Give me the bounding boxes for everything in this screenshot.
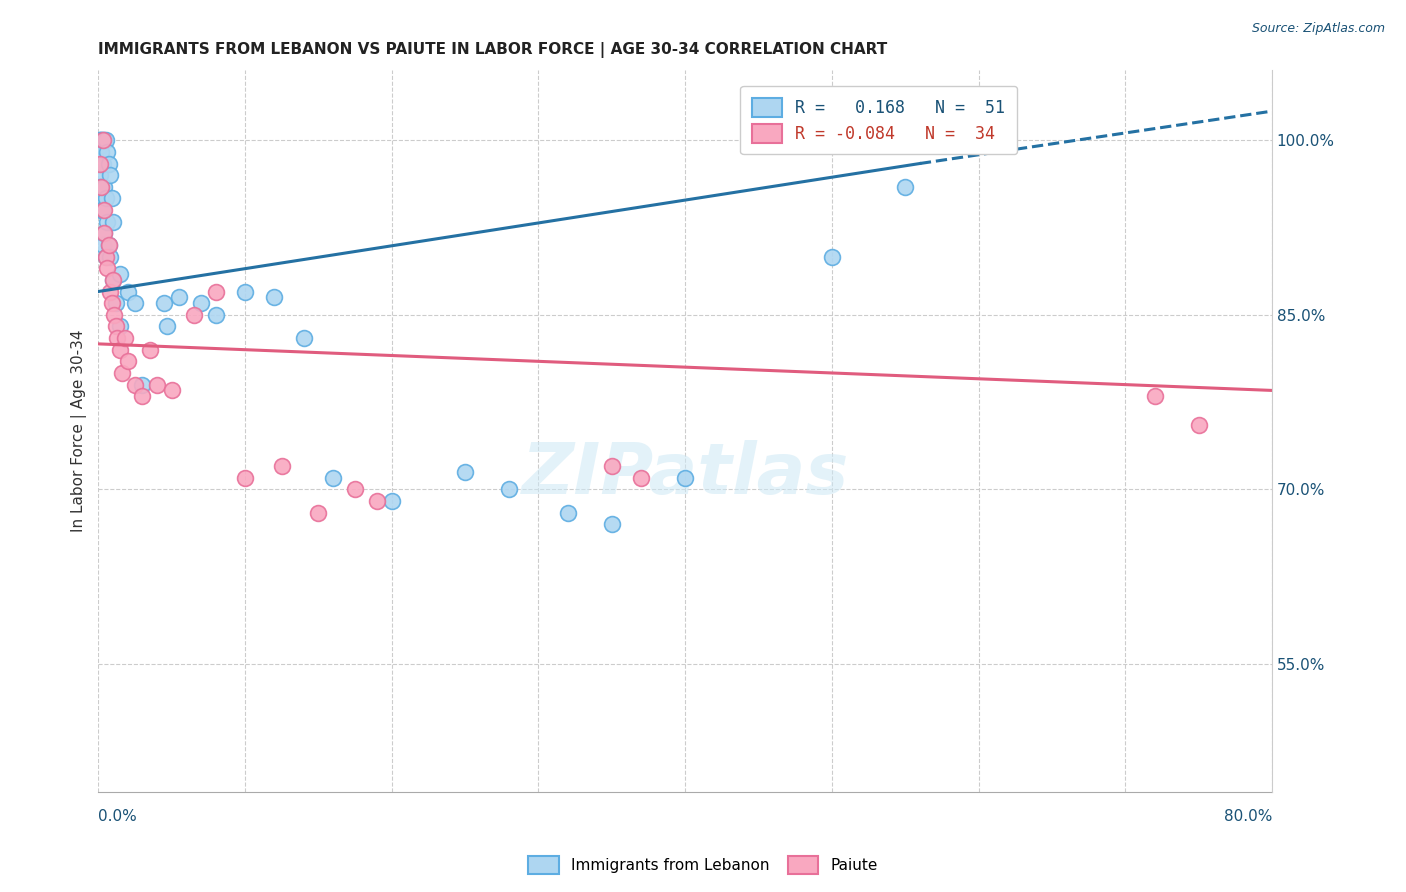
Point (100, 296, 122, 310)
Point (97, 156, 120, 170)
Point (107, 331, 129, 345)
Point (204, 285, 226, 299)
Point (146, 377, 169, 392)
Point (96, 145, 118, 159)
Point (110, 343, 132, 357)
Point (89, 179, 111, 194)
Point (190, 296, 212, 310)
Point (270, 458, 292, 473)
Point (93, 227, 115, 241)
Point (233, 285, 256, 299)
Point (98, 250, 121, 264)
Point (93, 133, 115, 147)
Point (110, 267, 132, 281)
Point (110, 319, 132, 334)
Point (344, 483, 367, 497)
Point (98, 168, 121, 182)
Point (673, 471, 696, 485)
Point (94, 250, 117, 264)
Point (204, 308, 226, 322)
Point (100, 191, 122, 205)
Point (630, 471, 652, 485)
Point (94, 191, 117, 205)
Point (124, 377, 146, 392)
Point (131, 377, 153, 392)
Point (600, 517, 623, 532)
Point (894, 179, 917, 194)
Point (93, 179, 115, 194)
Point (600, 458, 623, 473)
Point (97, 238, 120, 252)
Point (89, 156, 111, 170)
Point (138, 343, 160, 357)
Point (156, 319, 179, 334)
Point (111, 366, 134, 380)
Point (91, 156, 114, 170)
Point (307, 506, 329, 520)
Point (91, 202, 114, 217)
Point (93, 227, 115, 241)
Point (90, 191, 112, 205)
Point (96, 261, 118, 276)
Point (101, 273, 124, 287)
Point (1143, 389, 1166, 403)
Point (89, 133, 111, 147)
Text: 80.0%: 80.0% (1223, 809, 1272, 824)
Point (89, 168, 111, 182)
Point (183, 308, 205, 322)
Point (366, 494, 388, 508)
Point (90, 133, 112, 147)
Point (96, 215, 118, 229)
Point (101, 215, 124, 229)
Point (117, 354, 139, 368)
Point (233, 471, 256, 485)
Point (101, 273, 124, 287)
Point (97, 238, 120, 252)
Point (90, 145, 112, 159)
Text: IMMIGRANTS FROM LEBANON VS PAIUTE IN LABOR FORCE | AGE 30-34 CORRELATION CHART: IMMIGRANTS FROM LEBANON VS PAIUTE IN LAB… (98, 42, 887, 58)
Point (160, 384, 183, 398)
Point (167, 290, 190, 304)
Point (1187, 418, 1209, 433)
Point (91, 238, 114, 252)
Point (89, 133, 111, 147)
Point (90, 179, 112, 194)
Point (498, 483, 520, 497)
Legend: Immigrants from Lebanon, Paiute: Immigrants from Lebanon, Paiute (522, 850, 884, 880)
Point (103, 308, 125, 322)
Point (94, 250, 117, 264)
Text: 0.0%: 0.0% (98, 809, 138, 824)
Point (90, 202, 112, 217)
Point (131, 389, 153, 403)
Point (454, 465, 477, 479)
Legend: R =   0.168   N =  51, R = -0.084   N =  34: R = 0.168 N = 51, R = -0.084 N = 34 (741, 86, 1017, 154)
Y-axis label: In Labor Force | Age 30-34: In Labor Force | Age 30-34 (72, 330, 87, 533)
Point (292, 331, 315, 345)
Point (381, 494, 404, 508)
Point (153, 296, 176, 310)
Point (89, 139, 111, 153)
Point (117, 285, 139, 299)
Point (114, 331, 136, 345)
Point (91, 133, 114, 147)
Point (98, 285, 121, 299)
Point (94, 133, 117, 147)
Point (104, 319, 127, 334)
Point (821, 250, 844, 264)
Point (104, 296, 127, 310)
Point (124, 296, 146, 310)
Text: ZIPatlas: ZIPatlas (522, 440, 849, 509)
Point (557, 506, 579, 520)
Text: Source: ZipAtlas.com: Source: ZipAtlas.com (1251, 22, 1385, 36)
Point (263, 290, 285, 304)
Point (91, 133, 114, 147)
Point (93, 202, 115, 217)
Point (322, 471, 344, 485)
